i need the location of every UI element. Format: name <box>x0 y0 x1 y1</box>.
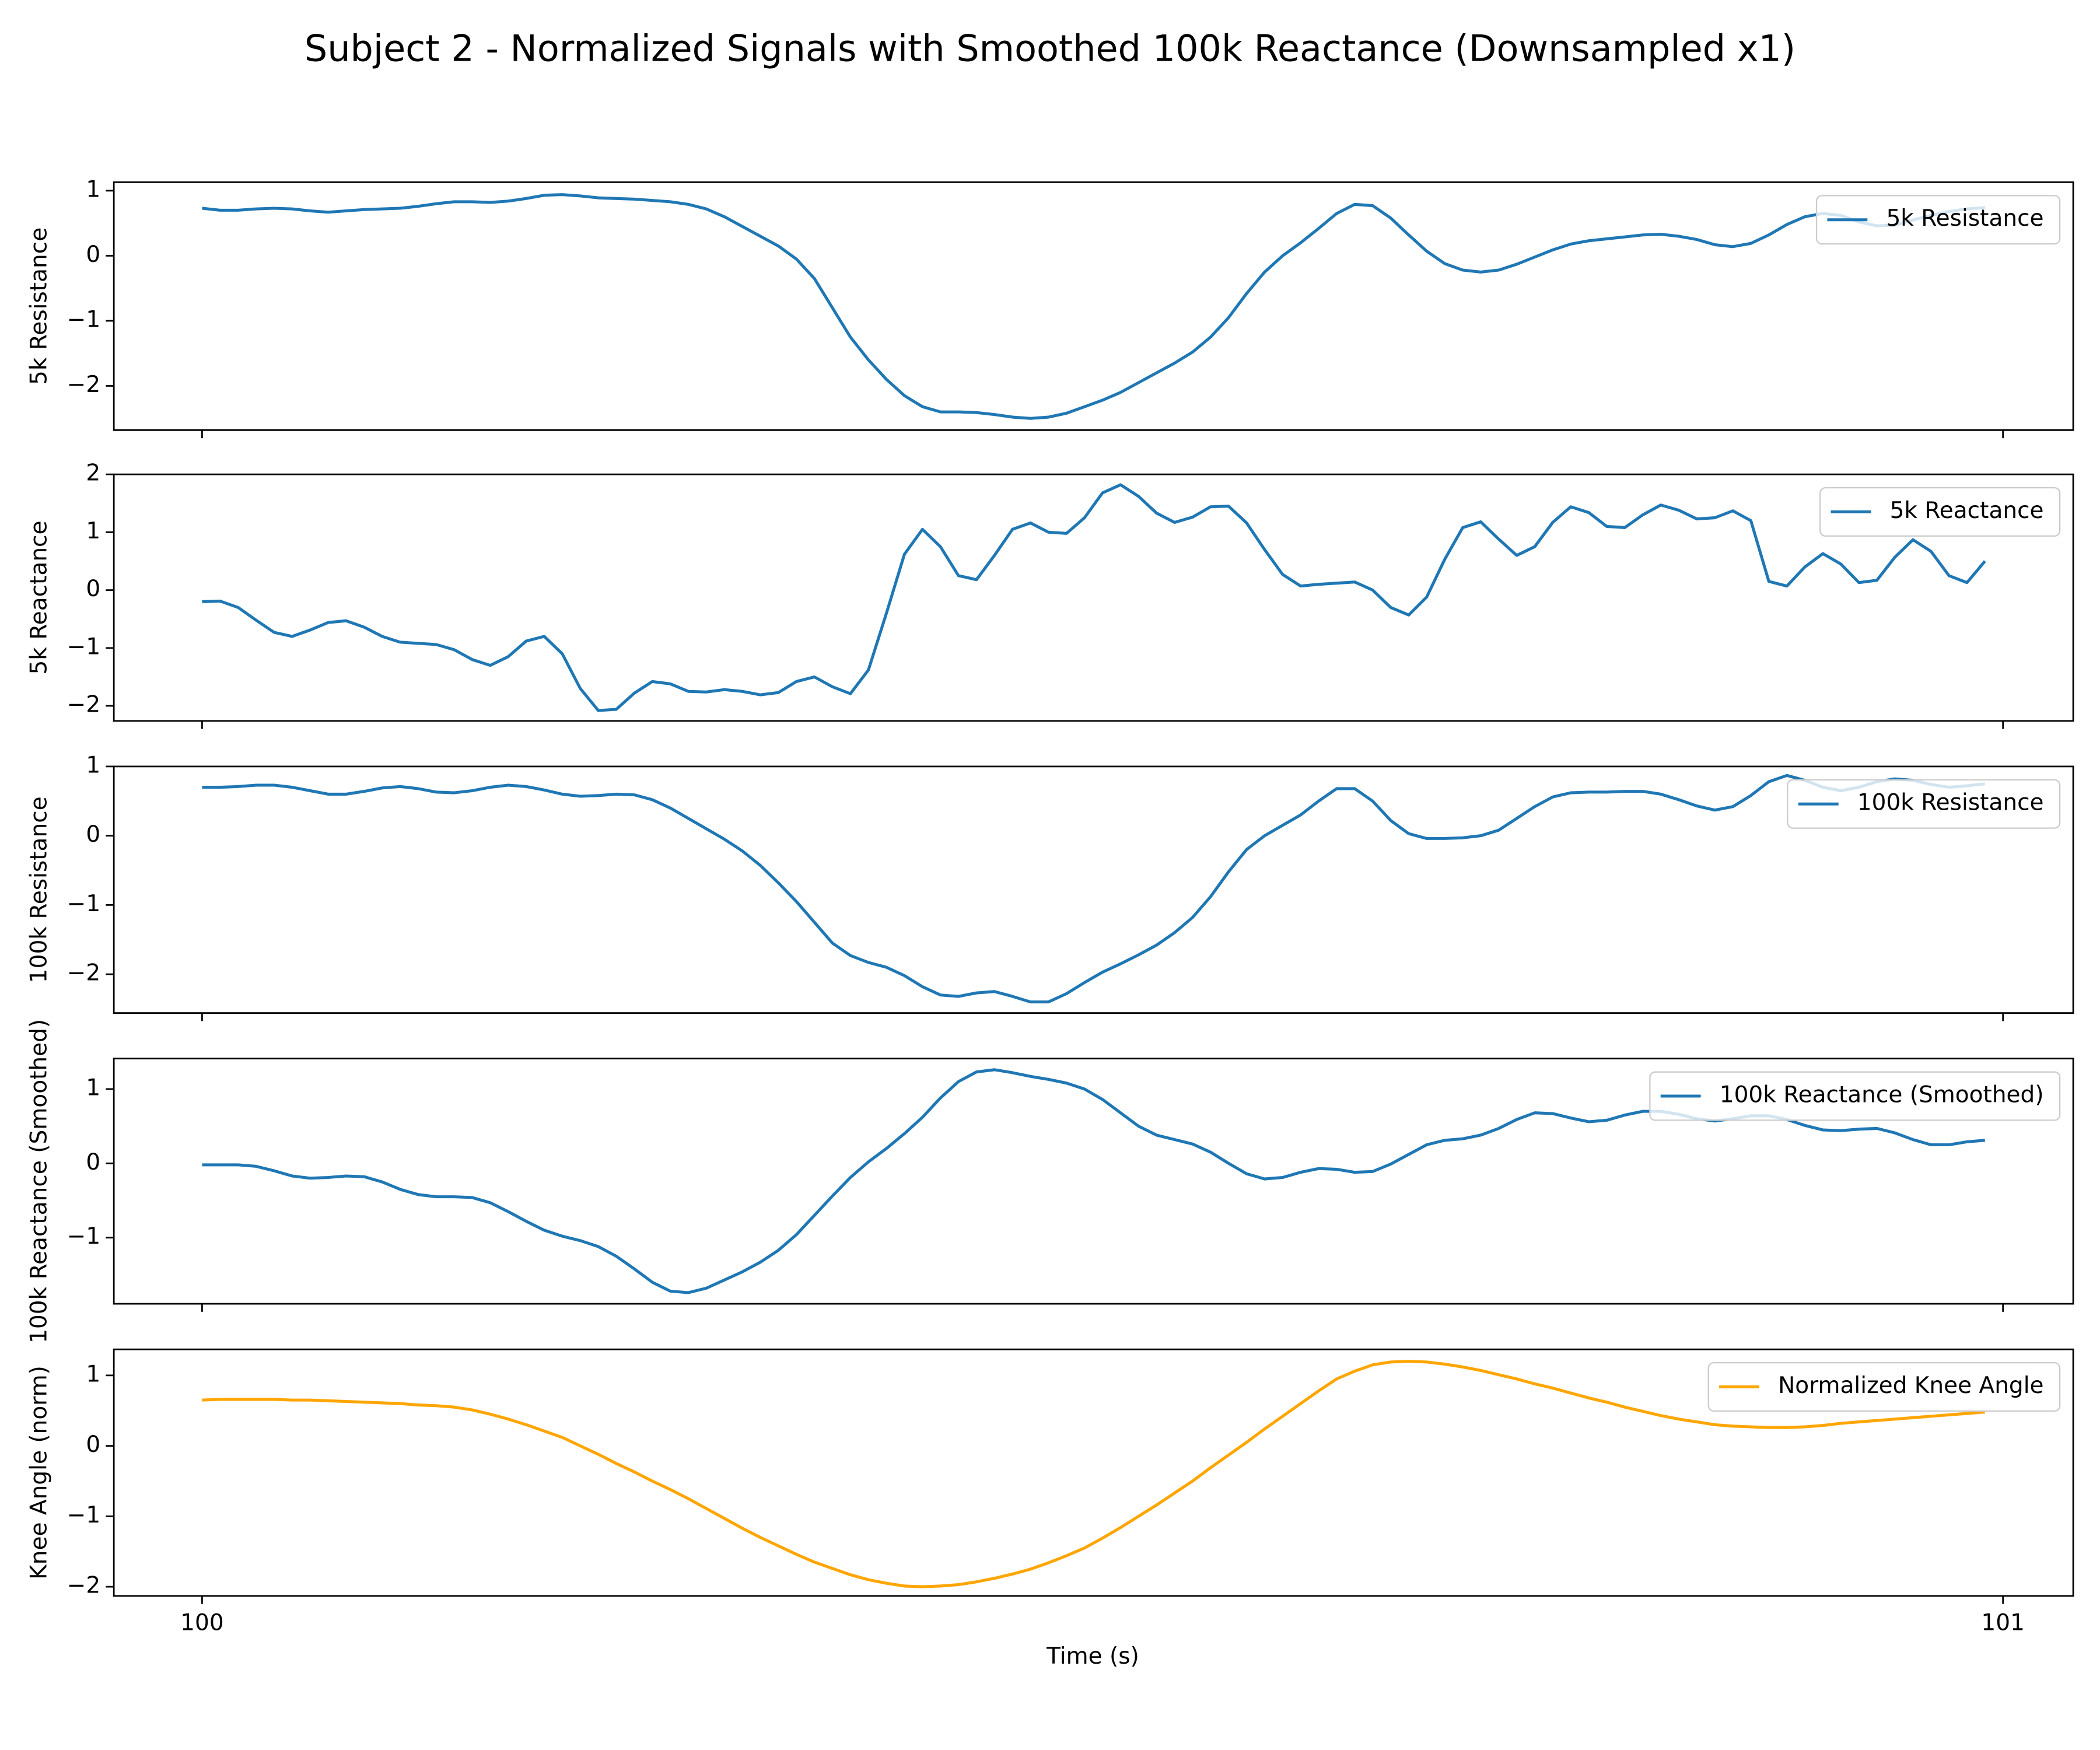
axes-frame <box>113 181 2074 431</box>
y-tick-label: 1 <box>86 1361 100 1387</box>
legend: 100k Reactance (Smoothed) <box>1649 1071 2061 1121</box>
y-tick-label: 0 <box>86 1432 100 1458</box>
y-tick-label: 0 <box>86 242 100 268</box>
legend-box <box>1815 195 2061 245</box>
legend-label: 5k Reactance <box>1890 498 2044 524</box>
y-tick-label: 0 <box>86 576 100 602</box>
legend-label: 5k Resistance <box>1886 205 2043 232</box>
y-tick-label: 0 <box>86 821 100 848</box>
y-tick-label: −1 <box>67 1223 101 1250</box>
y-tick-label: −1 <box>67 306 101 332</box>
y-axis-label: 100k Resistance <box>26 796 52 983</box>
legend: 5k Reactance <box>1819 487 2061 537</box>
y-tick-label: 0 <box>86 1149 100 1175</box>
legend: 5k Resistance <box>1815 195 2061 245</box>
x-axis-label: Time (s) <box>1046 1643 1139 1670</box>
y-tick-label: 2 <box>86 460 100 487</box>
axes-frame <box>113 765 2074 1014</box>
legend-label: 100k Reactance (Smoothed) <box>1720 1082 2044 1108</box>
y-tick-label: −2 <box>67 960 101 986</box>
y-tick-label: −2 <box>67 1573 101 1599</box>
y-axis-label: Knee Angle (norm) <box>26 1366 52 1580</box>
series-line <box>202 483 1986 712</box>
series-line <box>202 774 1986 1004</box>
legend-label: 100k Resistance <box>1857 790 2044 816</box>
y-tick-label: 1 <box>86 1074 100 1101</box>
axes-frame <box>113 1348 2074 1597</box>
y-tick-label: 1 <box>86 176 100 202</box>
y-axis-label: 5k Reactance <box>26 520 52 674</box>
x-tick-label: 101 <box>1981 1610 2024 1636</box>
series-line <box>202 1360 1986 1588</box>
y-tick-label: −2 <box>67 692 101 718</box>
plot-area <box>202 483 1986 712</box>
legend-label: Normalized Knee Angle <box>1778 1373 2043 1399</box>
y-axis-label: 100k Reactance (Smoothed) <box>26 1019 52 1343</box>
legend: Normalized Knee Angle <box>1707 1362 2061 1412</box>
legend: 100k Resistance <box>1787 779 2061 829</box>
legend-box <box>1819 487 2061 537</box>
plot-area <box>202 1360 1986 1588</box>
axes-frame <box>113 1058 2074 1305</box>
y-tick-label: −1 <box>67 1502 101 1528</box>
plot-area <box>202 193 1985 420</box>
y-tick-label: −1 <box>67 634 101 660</box>
legend-box <box>1787 779 2061 829</box>
legend-box <box>1707 1362 2061 1412</box>
y-tick-label: −2 <box>67 372 101 398</box>
legend-box <box>1649 1071 2061 1121</box>
y-tick-label: 1 <box>86 752 100 778</box>
y-tick-label: −1 <box>67 891 101 917</box>
x-tick-label: 100 <box>180 1610 223 1636</box>
y-tick-label: 1 <box>86 518 100 544</box>
series-line <box>202 193 1985 420</box>
axes-frame <box>113 473 2074 722</box>
plot-area <box>202 774 1986 1004</box>
y-axis-label: 5k Resistance <box>26 228 52 385</box>
figure-title: Subject 2 - Normalized Signals with Smoo… <box>304 27 1796 69</box>
